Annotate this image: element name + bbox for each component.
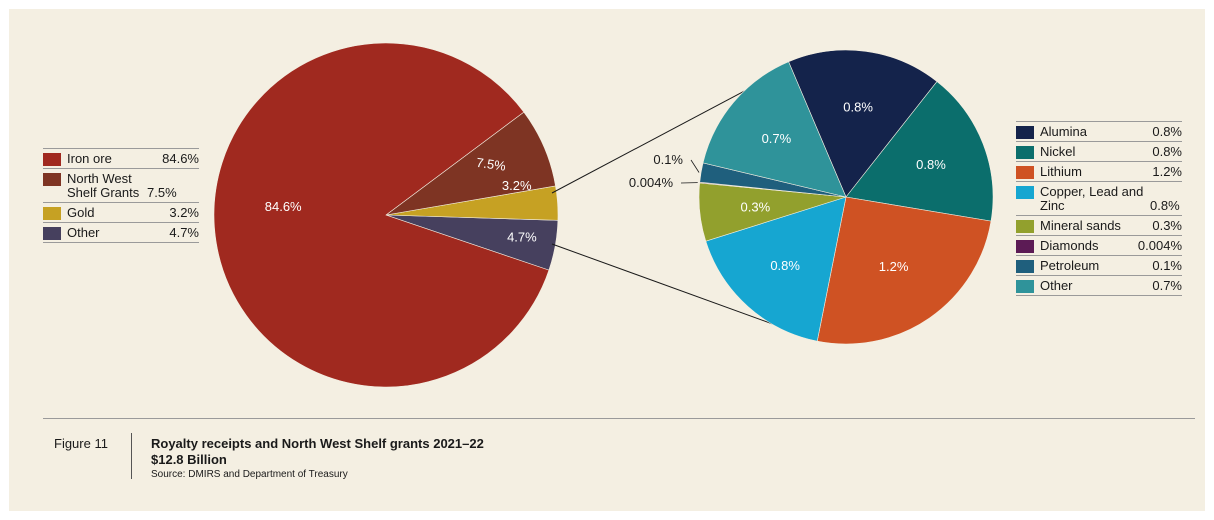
detail-slice-label-copper-lead-and-zinc: 0.8% bbox=[770, 258, 800, 273]
legend-value: 0.8% bbox=[1152, 124, 1182, 139]
legend-label: Petroleum bbox=[1040, 258, 1100, 273]
legend-label: Other bbox=[1040, 278, 1073, 293]
main-slice-label-other: 4.7% bbox=[507, 230, 537, 245]
detail-slice-label-petroleum: 0.1% bbox=[653, 152, 683, 167]
detail-slice-copper-lead-and-zinc bbox=[705, 196, 847, 342]
detail-legend-item-nickel: Nickel 0.8% bbox=[1016, 141, 1182, 161]
connector-line-bottom bbox=[551, 243, 782, 328]
detail-slice-label-lithium: 1.2% bbox=[879, 259, 909, 274]
legend-swatch bbox=[1016, 260, 1034, 273]
main-legend-item-north-west-shelf-grants: North West Shelf Grants 7.5% bbox=[43, 168, 199, 202]
legend-label: Copper, Lead and Zinc bbox=[1040, 184, 1144, 213]
detail-legend-item-diamonds: Diamonds 0.004% bbox=[1016, 235, 1182, 255]
detail-legend-item-mineral-sands: Mineral sands 0.3% bbox=[1016, 215, 1182, 235]
legend-value: 0.8% bbox=[1152, 144, 1182, 159]
legend-value: 4.7% bbox=[169, 225, 199, 240]
detail-slice-label-mineral-sands: 0.3% bbox=[741, 200, 771, 215]
detail-slice-other bbox=[702, 61, 847, 198]
main-slice-label-north-west-shelf-grants: 7.5% bbox=[475, 155, 507, 174]
legend-value: 0.7% bbox=[1152, 278, 1182, 293]
main-slice-label-gold: 3.2% bbox=[502, 178, 532, 193]
legend-value: 0.8% bbox=[1150, 198, 1180, 213]
legend-value: 3.2% bbox=[169, 205, 199, 220]
legend-value: 0.3% bbox=[1152, 218, 1182, 233]
legend-label: Diamonds bbox=[1040, 238, 1099, 253]
figure-source: Source: DMIRS and Department of Treasury bbox=[151, 469, 348, 480]
legend-value: 1.2% bbox=[1152, 164, 1182, 179]
legend-swatch bbox=[43, 153, 61, 166]
main-legend: Iron ore 84.6% North West Shelf Grants 7.5%… bbox=[43, 148, 199, 243]
legend-value: 0.1% bbox=[1152, 258, 1182, 273]
main-legend-item-gold: Gold 3.2% bbox=[43, 202, 199, 222]
detail-slice-label-nickel: 0.8% bbox=[916, 157, 946, 172]
detail-legend: Alumina 0.8% Nickel 0.8% Lithium 1.2% Copper, … bbox=[1016, 121, 1182, 296]
detail-slice-nickel bbox=[845, 81, 994, 222]
legend-swatch bbox=[1016, 220, 1034, 233]
legend-value: 0.004% bbox=[1137, 238, 1182, 253]
figure-label: Figure 11 bbox=[54, 436, 108, 451]
main-legend-item-other: Other 4.7% bbox=[43, 222, 199, 243]
legend-label: Nickel bbox=[1040, 144, 1076, 159]
legend-swatch bbox=[1016, 146, 1034, 159]
legend-swatch bbox=[1016, 166, 1034, 179]
legend-label: Iron ore bbox=[67, 151, 112, 166]
detail-slice-label-other: 0.7% bbox=[762, 131, 792, 146]
legend-swatch bbox=[43, 207, 61, 220]
figure-label-divider bbox=[131, 433, 132, 479]
legend-value: 84.6% bbox=[162, 151, 199, 166]
detail-legend-item-other: Other 0.7% bbox=[1016, 275, 1182, 296]
detail-slice-label-alumina: 0.8% bbox=[843, 100, 873, 115]
detail-legend-item-petroleum: Petroleum 0.1% bbox=[1016, 255, 1182, 275]
main-slice-iron-ore bbox=[213, 42, 550, 388]
legend-swatch bbox=[43, 173, 61, 186]
detail-legend-item-lithium: Lithium 1.2% bbox=[1016, 161, 1182, 181]
legend-label: Other bbox=[67, 225, 100, 240]
figure-title: Royalty receipts and North West Shelf gr… bbox=[151, 436, 484, 451]
legend-label: North West Shelf Grants bbox=[67, 171, 140, 200]
figure-total: $12.8 Billion bbox=[151, 452, 227, 467]
figure-panel: 4.7% 3.2% 7.5% 84.6% 0.8% 0.8% 1.2% 0.8% 0.3% 0.… bbox=[9, 9, 1205, 511]
caption-divider bbox=[43, 418, 1195, 419]
detail-slice-lithium bbox=[816, 196, 992, 345]
main-pie-chart: 4.7% 3.2% 7.5% 84.6% bbox=[213, 42, 559, 388]
detail-slice-alumina bbox=[788, 49, 938, 198]
legend-swatch bbox=[1016, 186, 1034, 199]
legend-swatch bbox=[1016, 280, 1034, 293]
legend-label: Alumina bbox=[1040, 124, 1087, 139]
detail-pie-chart: 0.8% 0.8% 1.2% 0.8% 0.3% 0.004% 0.1% 0.7% bbox=[629, 49, 994, 345]
legend-value: 7.5% bbox=[147, 185, 177, 200]
pie-charts: 4.7%3.2%7.5%84.6% 0.8%0.8%1.2%0.8%0.3%0.… bbox=[213, 42, 994, 388]
main-legend-item-iron-ore: Iron ore 84.6% bbox=[43, 148, 199, 168]
detail-legend-item-alumina: Alumina 0.8% bbox=[1016, 121, 1182, 141]
detail-leader-petroleum bbox=[690, 159, 700, 173]
legend-swatch bbox=[43, 227, 61, 240]
legend-label: Gold bbox=[67, 205, 95, 220]
detail-legend-item-copper-lead-and-zinc: Copper, Lead and Zinc 0.8% bbox=[1016, 181, 1182, 215]
legend-label: Mineral sands bbox=[1040, 218, 1121, 233]
main-slice-label-iron-ore: 84.6% bbox=[265, 199, 302, 214]
detail-slice-label-diamonds: 0.004% bbox=[629, 175, 674, 190]
legend-swatch bbox=[1016, 240, 1034, 253]
legend-label: Lithium bbox=[1040, 164, 1082, 179]
legend-swatch bbox=[1016, 126, 1034, 139]
